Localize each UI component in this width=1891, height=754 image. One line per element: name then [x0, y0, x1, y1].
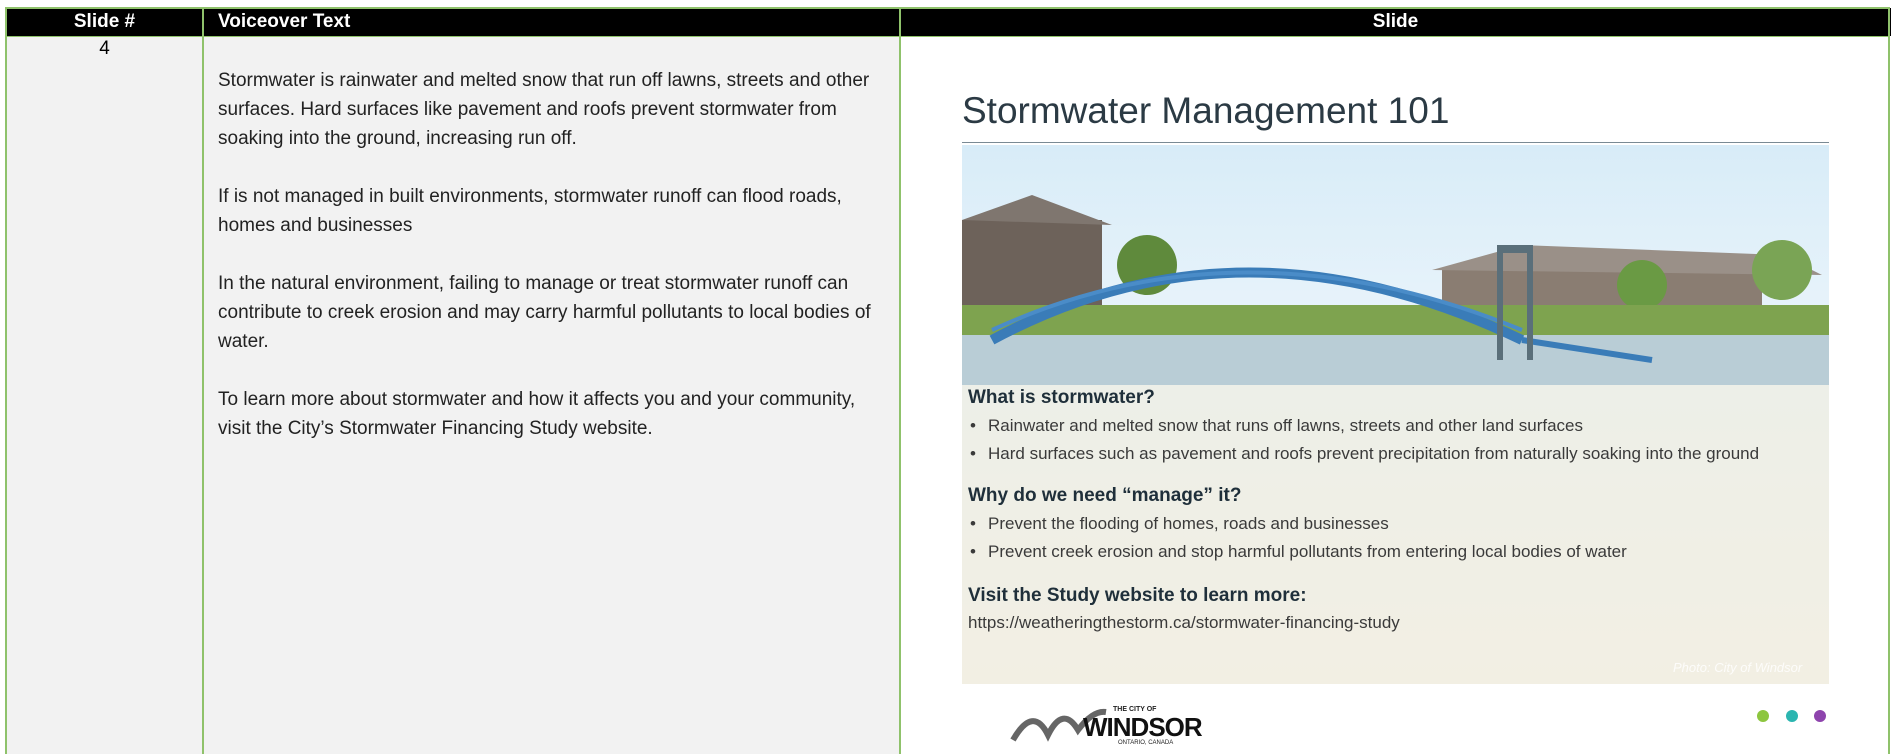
voiceover-text: Stormwater is rainwater and melted snow … — [218, 66, 878, 443]
voiceover-cell: Stormwater is rainwater and melted snow … — [203, 36, 900, 754]
slide-number-cell: 4 — [6, 36, 203, 754]
photo-credit: Photo: City of Windsor — [1673, 660, 1803, 675]
title-rule — [962, 142, 1829, 143]
slide-body: What is stormwater? Rainwater and melted… — [968, 387, 1798, 633]
border — [5, 8, 7, 754]
bullet: Rainwater and melted snow that runs off … — [970, 415, 1798, 437]
bullet: Prevent the flooding of homes, roads and… — [970, 513, 1798, 535]
cta: Visit the Study website to learn more: — [968, 585, 1307, 606]
bullet: Prevent creek erosion and stop harmful p… — [970, 541, 1798, 563]
slide: Stormwater Management 101 What is stormw… — [913, 40, 1875, 754]
border — [1888, 8, 1890, 754]
section-heading: What is stormwater? — [968, 387, 1155, 408]
border — [899, 8, 901, 754]
border — [5, 36, 1890, 37]
header-cell: Slide — [900, 8, 1891, 36]
bullet: Hard surfaces such as pavement and roofs… — [970, 443, 1788, 465]
border — [202, 8, 204, 754]
slide-title: Stormwater Management 101 — [962, 90, 1450, 131]
logo-swoosh — [1010, 708, 1107, 742]
bullet-list: Rainwater and melted snow that runs off … — [968, 415, 1798, 465]
section-heading: Why do we need “manage” it? — [968, 485, 1242, 506]
decor-dots — [1757, 710, 1826, 722]
slide-number: 4 — [99, 38, 110, 59]
paragraph: Stormwater is rainwater and melted snow … — [218, 70, 870, 149]
paragraph: In the natural environment, failing to m… — [218, 273, 871, 352]
logo-name: WINDSOR — [1083, 712, 1203, 742]
paragraph: To learn more about stormwater and how i… — [218, 389, 856, 439]
logo-bottom: ONTARIO, CANADA — [1118, 740, 1174, 746]
logo-top: THE CITY OF — [1113, 706, 1157, 713]
bullet-list: Prevent the flooding of homes, roads and… — [968, 513, 1798, 563]
header-cell: Voiceover Text — [203, 8, 900, 36]
border — [5, 7, 1890, 9]
paragraph: If is not managed in built environments,… — [218, 186, 842, 236]
header-cell: Slide # — [6, 8, 203, 36]
url: https://weatheringthestorm.ca/stormwater… — [968, 613, 1400, 632]
